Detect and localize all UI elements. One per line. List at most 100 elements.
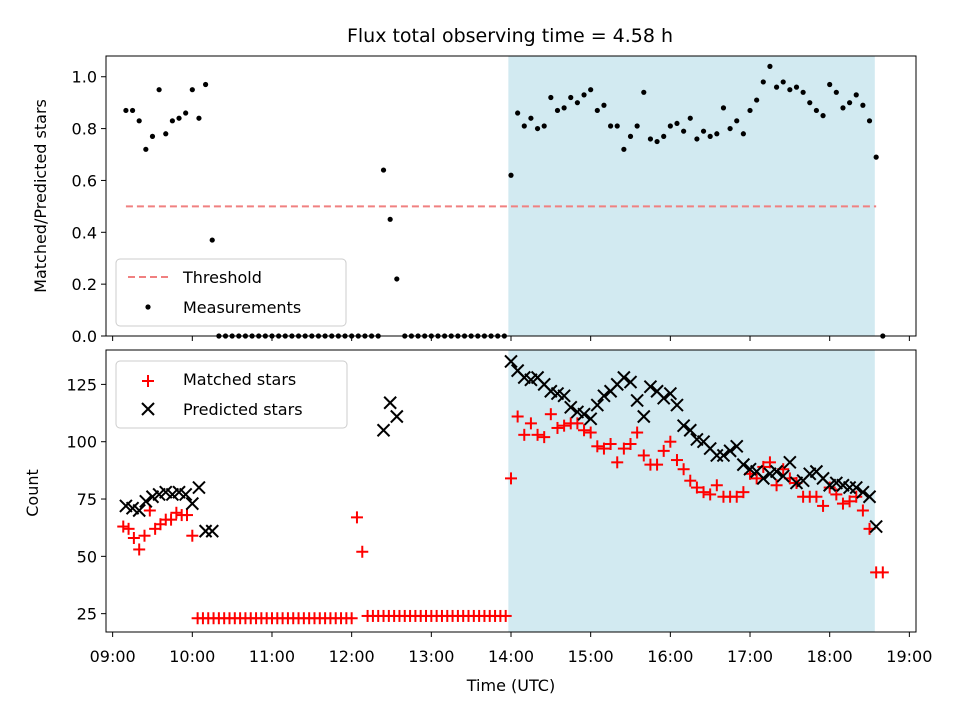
bottom-y-tick-label: 50: [77, 547, 97, 566]
predicted-star-point: [723, 444, 737, 458]
measurement-point: [694, 136, 700, 142]
matched-star-point: [578, 424, 591, 437]
measurement-point: [800, 89, 806, 95]
measurement-point: [780, 79, 786, 85]
matched-star-point: [604, 438, 617, 450]
matched-star-point: [356, 545, 369, 558]
matched-star-point: [843, 495, 856, 508]
measurement-point: [833, 89, 839, 95]
measurement-point: [209, 237, 215, 243]
predicted-star-point: [583, 412, 598, 426]
measurement-point: [727, 125, 733, 132]
bottom-x-tick-label: 09:00: [90, 647, 136, 666]
predicted-star-point: [376, 423, 391, 437]
measurement-point: [515, 110, 521, 116]
matched-star-point: [127, 532, 140, 544]
predicted-star-point: [869, 519, 883, 534]
predicted-star-point: [630, 393, 644, 408]
matched-star-point: [538, 431, 551, 444]
bottom-x-tick-label: 16:00: [647, 647, 693, 666]
measurement-points: [123, 63, 886, 339]
matched-star-point: [186, 529, 199, 542]
matched-star-point: [763, 456, 776, 469]
predicted-star-point: [769, 464, 784, 479]
measurement-point: [820, 113, 826, 119]
top-axes-frame: [105, 55, 917, 337]
measurement-point: [866, 118, 873, 124]
matched-star-point: [770, 479, 783, 492]
matched-star-point: [856, 504, 869, 517]
matched-star-point: [584, 426, 597, 439]
bottom-y-ticks: 25 50 75 100 125: [66, 375, 106, 624]
measurement-point: [601, 102, 607, 108]
bottom-x-tick-label: 10:00: [169, 647, 215, 666]
bottom-x-tick-label: 17:00: [727, 647, 773, 666]
matched-star-point: [810, 490, 823, 503]
bottom-legend-box: [115, 360, 348, 429]
predicted-star-point: [383, 396, 397, 410]
measurement-point: [700, 128, 707, 134]
bottom-observing-window-shade: [508, 350, 875, 632]
measurement-point: [760, 79, 766, 85]
measurement-point: [734, 118, 740, 124]
measurement-point: [807, 100, 813, 106]
predicted-star-point: [390, 409, 404, 424]
predicted-star-point: [776, 469, 790, 483]
matched-star-point: [657, 444, 670, 457]
top-y-tick-label: 0.8: [72, 120, 97, 139]
measurement-point: [521, 123, 527, 129]
measurement-point: [827, 81, 833, 88]
measurement-point: [561, 105, 567, 111]
matched-star-point: [757, 460, 770, 473]
predicted-star-point: [670, 398, 684, 412]
measurement-point: [534, 125, 541, 132]
measurement-point: [136, 118, 142, 124]
measurement-point: [123, 107, 129, 114]
measurement-point: [787, 87, 793, 93]
measurement-point: [508, 172, 514, 178]
matched-star-point: [571, 417, 584, 430]
measurement-point: [574, 100, 580, 106]
matched-star-point: [524, 417, 537, 430]
bottom-legend: Matched stars Predicted stars: [115, 360, 348, 429]
matched-star-point: [830, 488, 843, 501]
predicted-star-point: [656, 391, 671, 405]
measurement-point: [129, 107, 136, 114]
predicted-star-point: [856, 485, 870, 499]
measurement-point: [767, 63, 773, 69]
matched-star-point: [651, 458, 664, 471]
predicted-star-point: [557, 389, 571, 403]
predicted-legend-swatch: [141, 402, 155, 416]
predicted-star-point: [849, 480, 863, 495]
bottom-x-ticks: 09:00 10:00 11:00 12:00 13:00 14:00 15:00 16:00…: [90, 632, 932, 666]
matched-star-point: [697, 486, 710, 499]
top-y-tick-label: 0.4: [72, 223, 97, 242]
measurement-point: [647, 136, 654, 142]
x-axis-label: Time (UTC): [466, 676, 555, 695]
predicted-star-point: [198, 524, 213, 538]
matched-star-point: [531, 428, 544, 441]
measurement-point: [853, 92, 859, 98]
measurement-point: [607, 123, 614, 129]
matched-star-point: [670, 454, 683, 467]
measurement-point: [740, 131, 746, 137]
matched-star-point: [704, 488, 717, 501]
matched-star-points: [117, 408, 889, 625]
matched-star-point: [133, 543, 146, 556]
measurement-point: [707, 133, 713, 139]
matched-star-point: [505, 472, 517, 485]
matched-star-point: [611, 456, 624, 469]
matched-star-point: [730, 490, 743, 503]
bottom-y-tick-label: 100: [66, 433, 97, 452]
top-legend: Threshold Measurements: [115, 258, 347, 327]
predicted-star-point: [504, 354, 518, 369]
matched-star-point: [750, 472, 763, 485]
bottom-y-tick-label: 25: [77, 605, 97, 624]
top-y-tick-label: 0.2: [72, 275, 97, 294]
measurement-point: [548, 94, 554, 101]
measurement-point: [594, 107, 600, 114]
bottom-y-axis-label: Count: [23, 469, 42, 517]
measurement-point: [681, 128, 687, 134]
matched-legend-label: Matched stars: [183, 370, 296, 389]
